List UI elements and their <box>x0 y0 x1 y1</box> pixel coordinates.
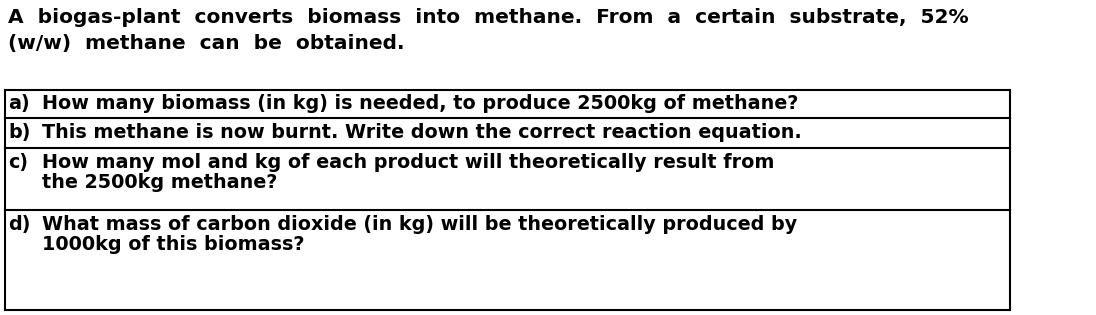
Text: c): c) <box>8 153 28 172</box>
Text: What mass of carbon dioxide (in kg) will be theoretically produced by: What mass of carbon dioxide (in kg) will… <box>42 215 797 234</box>
Text: How many mol and kg of each product will theoretically result from: How many mol and kg of each product will… <box>42 153 775 172</box>
Text: the 2500kg methane?: the 2500kg methane? <box>42 173 277 192</box>
Text: How many biomass (in kg) is needed, to produce 2500kg of methane?: How many biomass (in kg) is needed, to p… <box>42 94 798 113</box>
Text: a): a) <box>8 94 30 113</box>
Text: This methane is now burnt. Write down the correct reaction equation.: This methane is now burnt. Write down th… <box>42 123 802 142</box>
Text: A  biogas-plant  converts  biomass  into  methane.  From  a  certain  substrate,: A biogas-plant converts biomass into met… <box>8 8 969 27</box>
Text: (w/w)  methane  can  be  obtained.: (w/w) methane can be obtained. <box>8 34 404 53</box>
Text: b): b) <box>8 123 31 142</box>
Text: 1000kg of this biomass?: 1000kg of this biomass? <box>42 235 305 254</box>
Text: d): d) <box>8 215 31 234</box>
